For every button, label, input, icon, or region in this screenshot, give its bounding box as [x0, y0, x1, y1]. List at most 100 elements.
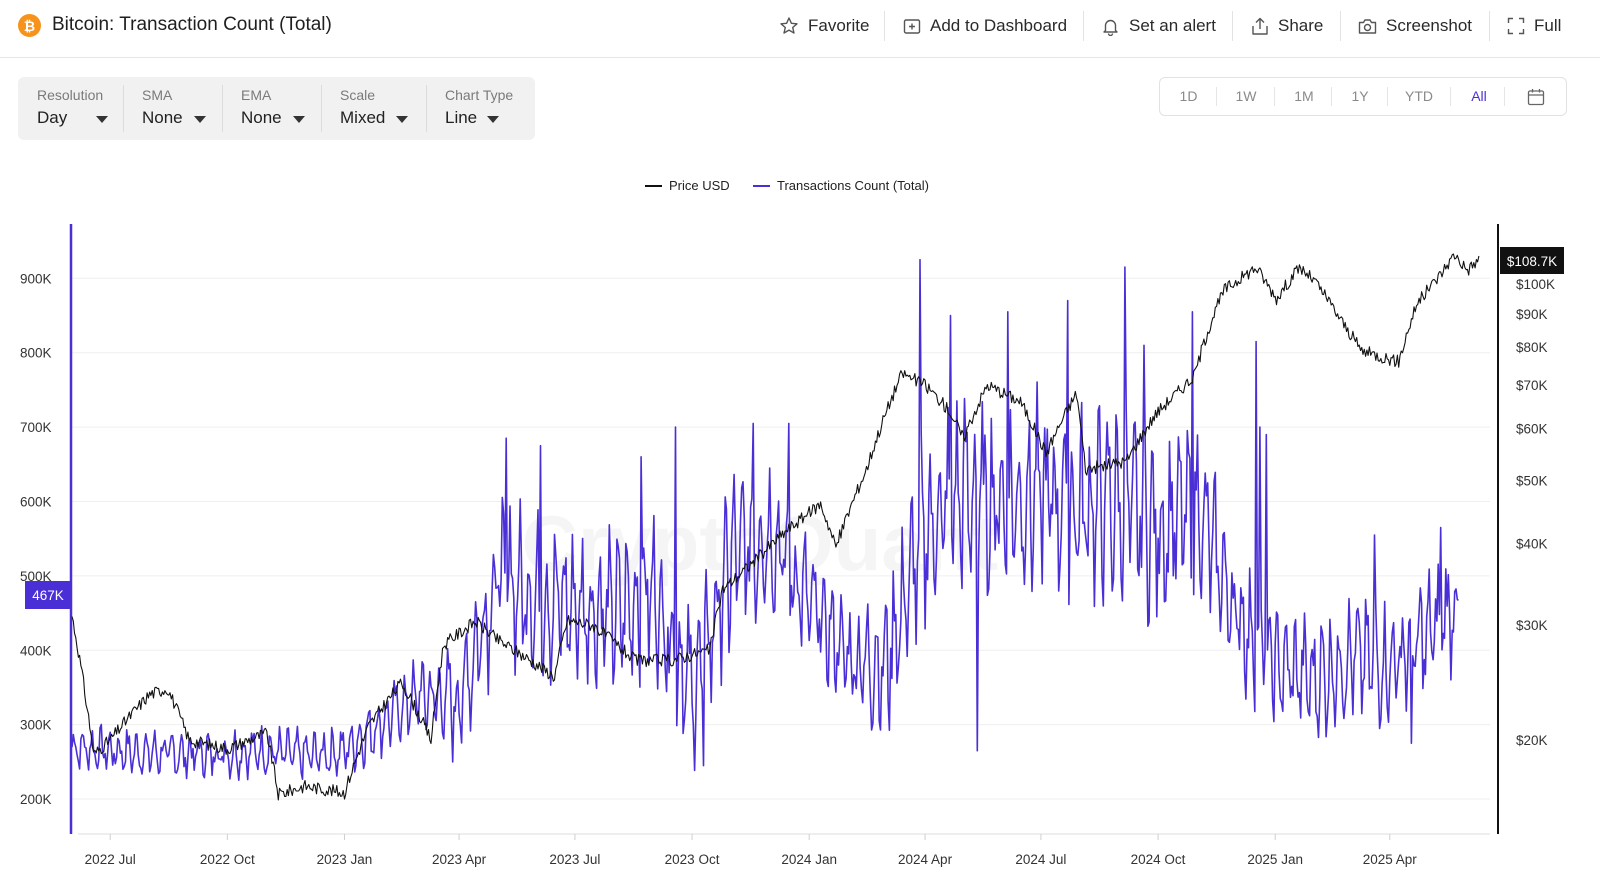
- share-label: Share: [1278, 16, 1324, 35]
- y2-axis-tick-label: $30K: [1516, 618, 1548, 633]
- divider: [123, 85, 124, 132]
- y2-axis-tick-label: $60K: [1516, 422, 1548, 437]
- fullscreen-label: Full: [1534, 16, 1562, 35]
- divider: [884, 11, 885, 41]
- y2-axis-tick-label: $100K: [1516, 277, 1555, 292]
- time-range-selector: 1D 1W 1M 1Y YTD All: [1159, 77, 1567, 116]
- divider: [1489, 11, 1490, 41]
- x-axis-tick-label: 2022 Oct: [200, 852, 255, 867]
- divider: [222, 85, 223, 132]
- range-ytd-button[interactable]: YTD: [1405, 88, 1433, 104]
- resolution-dropdown[interactable]: Resolution Day: [37, 77, 137, 140]
- chart-type-dropdown[interactable]: Chart Type Line: [445, 77, 530, 140]
- y2-axis-tick-label: $20K: [1516, 733, 1548, 748]
- share-button[interactable]: Share: [1251, 12, 1323, 40]
- header-actions: Favorite Add to Dashboard Set an alert S…: [0, 0, 1600, 58]
- range-1y-button[interactable]: 1Y: [1351, 88, 1369, 104]
- legend-label-transactions: Transactions Count (Total): [777, 178, 929, 193]
- page-title: Bitcoin: Transaction Count (Total): [52, 14, 332, 35]
- divider: [1274, 87, 1275, 106]
- x-axis-tick-label: 2024 Apr: [898, 852, 953, 867]
- divider: [1504, 87, 1505, 106]
- y2-axis-tick-label: $80K: [1516, 340, 1548, 355]
- legend-label-price: Price USD: [669, 178, 730, 193]
- calendar-button[interactable]: [1514, 78, 1558, 115]
- x-axis-tick-label: 2024 Oct: [1131, 852, 1186, 867]
- add-to-dashboard-button[interactable]: Add to Dashboard: [903, 12, 1067, 40]
- current-tx-label: 467K: [32, 588, 64, 603]
- scale-dropdown[interactable]: Scale Mixed: [340, 77, 430, 140]
- y2-axis-tick-label: $40K: [1516, 537, 1548, 552]
- ema-value: None: [241, 108, 282, 127]
- scale-label: Scale: [340, 87, 376, 103]
- chart-type-label: Chart Type: [445, 87, 514, 103]
- ema-dropdown[interactable]: EMA None: [241, 77, 331, 140]
- sma-dropdown[interactable]: SMA None: [142, 77, 232, 140]
- chart-controls: Resolution Day SMA None EMA None Scale M…: [18, 77, 535, 140]
- range-1w-button[interactable]: 1W: [1235, 88, 1257, 104]
- legend-item-price[interactable]: Price USD: [645, 178, 730, 193]
- caret-down-icon: [194, 116, 206, 123]
- divider: [1232, 11, 1233, 41]
- divider: [1331, 87, 1332, 106]
- screenshot-label: Screenshot: [1386, 16, 1472, 35]
- chart-legend: Price USD Transactions Count (Total): [0, 178, 1600, 198]
- calendar-icon: [1527, 89, 1545, 106]
- x-axis-tick-label: 2024 Jan: [781, 852, 837, 867]
- scale-value: Mixed: [340, 108, 386, 127]
- bitcoin-icon: ₿: [18, 14, 41, 37]
- y2-axis-tick-label: $50K: [1516, 473, 1548, 488]
- divider: [426, 85, 427, 132]
- resolution-value: Day: [37, 108, 68, 127]
- current-price-tag: [1500, 247, 1564, 274]
- top-bar: ₿ Bitcoin: Transaction Count (Total) Fav…: [0, 0, 1600, 58]
- x-axis-tick-label: 2023 Jan: [317, 852, 373, 867]
- legend-item-transactions[interactable]: Transactions Count (Total): [753, 178, 929, 193]
- y-axis-tick-label: 900K: [20, 271, 52, 286]
- x-axis-tick-label: 2022 Jul: [85, 852, 136, 867]
- x-axis-tick-label: 2023 Apr: [432, 852, 487, 867]
- screenshot-button[interactable]: Screenshot: [1358, 12, 1472, 40]
- series-line-price: [71, 253, 1480, 801]
- favorite-button[interactable]: Favorite: [779, 12, 869, 40]
- current-price-label: $108.7K: [1507, 254, 1557, 269]
- set-alert-label: Set an alert: [1129, 16, 1216, 35]
- star-icon: [780, 17, 798, 34]
- y-axis-tick-label: 700K: [20, 420, 52, 435]
- fullscreen-icon: [1507, 17, 1525, 35]
- sma-label: SMA: [142, 87, 173, 103]
- x-axis-tick-label: 2024 Jul: [1015, 852, 1066, 867]
- legend-swatch-transactions: [753, 184, 770, 187]
- divider: [1450, 87, 1451, 106]
- favorite-label: Favorite: [808, 16, 870, 35]
- add-dashboard-icon: [903, 19, 921, 34]
- add-to-dashboard-label: Add to Dashboard: [930, 16, 1068, 35]
- ema-label: EMA: [241, 87, 272, 103]
- sma-value: None: [142, 108, 183, 127]
- fullscreen-button[interactable]: Full: [1507, 12, 1561, 40]
- y-axis-tick-label: 400K: [20, 643, 52, 658]
- camera-icon: [1358, 18, 1377, 34]
- share-icon: [1252, 17, 1268, 35]
- y-axis-tick-label: 500K: [20, 569, 52, 584]
- divider: [321, 85, 322, 132]
- divider: [1083, 11, 1084, 41]
- x-axis-tick-label: 2023 Jul: [549, 852, 600, 867]
- divider: [1216, 87, 1217, 106]
- caret-down-icon: [293, 116, 305, 123]
- range-1m-button[interactable]: 1M: [1294, 88, 1314, 104]
- range-1d-button[interactable]: 1D: [1179, 88, 1198, 104]
- caret-down-icon: [396, 116, 408, 123]
- caret-down-icon: [487, 116, 499, 123]
- range-all-button[interactable]: All: [1471, 88, 1487, 104]
- divider: [1387, 87, 1388, 106]
- x-axis-tick-label: 2025 Jan: [1247, 852, 1303, 867]
- resolution-label: Resolution: [37, 87, 104, 103]
- legend-swatch-price: [645, 184, 662, 187]
- bell-icon: [1103, 19, 1118, 36]
- chart-type-value: Line: [445, 108, 478, 127]
- set-alert-button[interactable]: Set an alert: [1101, 12, 1216, 40]
- x-axis-tick-label: 2025 Apr: [1363, 852, 1418, 867]
- series-line-transactions: [71, 258, 1459, 781]
